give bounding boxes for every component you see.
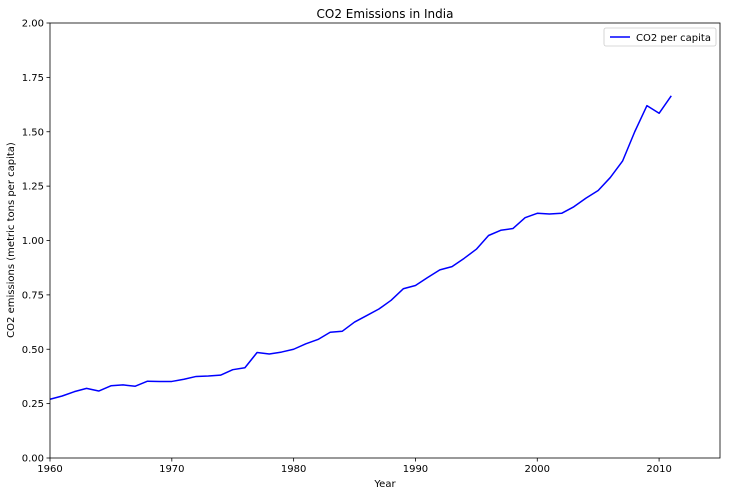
data-point	[378, 308, 380, 310]
x-tick-label: 2010	[646, 464, 671, 475]
chart-title: CO2 Emissions in India	[317, 7, 454, 21]
data-point	[183, 378, 185, 380]
data-point	[207, 375, 209, 377]
data-point	[426, 276, 428, 278]
data-point	[487, 234, 489, 236]
data-point	[670, 95, 672, 97]
y-tick-label: 0.50	[22, 345, 44, 356]
data-point	[195, 375, 197, 377]
y-tick-label: 1.25	[22, 182, 44, 193]
data-point	[244, 367, 246, 369]
y-tick-label: 2.00	[22, 19, 44, 30]
data-point	[122, 384, 124, 386]
series-line	[49, 95, 672, 400]
data-point	[414, 284, 416, 286]
data-point	[73, 390, 75, 392]
data-point	[463, 257, 465, 259]
x-tick-label: 1970	[159, 464, 184, 475]
data-point	[219, 374, 221, 376]
data-point	[305, 343, 307, 345]
data-point	[61, 395, 63, 397]
data-point	[110, 385, 112, 387]
x-axis-label: Year	[373, 479, 396, 490]
data-point	[597, 189, 599, 191]
data-point	[171, 380, 173, 382]
x-tick-label: 1990	[403, 464, 428, 475]
data-point	[98, 390, 100, 392]
data-point	[280, 351, 282, 353]
data-point	[390, 299, 392, 301]
data-point	[329, 331, 331, 333]
y-axis-ticks: 0.00 0.25 0.50 0.75 1.00 1.25 1.50 1.75 2.00	[22, 19, 50, 465]
data-point	[439, 269, 441, 271]
data-point	[341, 330, 343, 332]
y-tick-label: 1.75	[22, 73, 44, 84]
y-tick-label: 1.00	[22, 236, 44, 247]
data-point	[366, 314, 368, 316]
x-axis-ticks: 1960 1970 1980 1990 2000 2010	[37, 458, 672, 475]
data-point	[146, 380, 148, 382]
data-point	[658, 112, 660, 114]
series-layer	[49, 95, 672, 400]
data-point	[158, 380, 160, 382]
x-tick-label: 2000	[525, 464, 550, 475]
data-point	[451, 265, 453, 267]
data-point	[536, 212, 538, 214]
data-point	[524, 216, 526, 218]
x-tick-label: 1960	[37, 464, 62, 475]
data-point	[548, 213, 550, 215]
data-point	[268, 353, 270, 355]
legend: CO2 per capita	[603, 27, 717, 47]
data-point	[512, 227, 514, 229]
y-axis-label: CO2 emissions (metric tons per capita)	[6, 142, 17, 338]
data-point	[317, 338, 319, 340]
y-tick-label: 0.75	[22, 290, 44, 301]
data-point	[634, 131, 636, 133]
y-tick-label: 1.50	[22, 127, 44, 138]
data-point	[609, 176, 611, 178]
data-point	[402, 288, 404, 290]
data-point	[232, 368, 234, 370]
data-point	[256, 351, 258, 353]
data-point	[646, 104, 648, 106]
y-tick-label: 0.25	[22, 399, 44, 410]
plot-frame	[49, 22, 721, 459]
data-point	[500, 229, 502, 231]
data-point	[560, 212, 562, 214]
data-point	[134, 385, 136, 387]
data-point	[621, 160, 623, 162]
data-point	[475, 248, 477, 250]
data-point	[585, 197, 587, 199]
data-point	[85, 387, 87, 389]
data-point	[292, 348, 294, 350]
data-point	[353, 321, 355, 323]
y-tick-label: 0.00	[22, 454, 44, 465]
data-point	[573, 206, 575, 208]
legend-box	[603, 27, 717, 47]
legend-label: CO2 per capita	[636, 33, 711, 44]
x-tick-label: 1980	[281, 464, 306, 475]
